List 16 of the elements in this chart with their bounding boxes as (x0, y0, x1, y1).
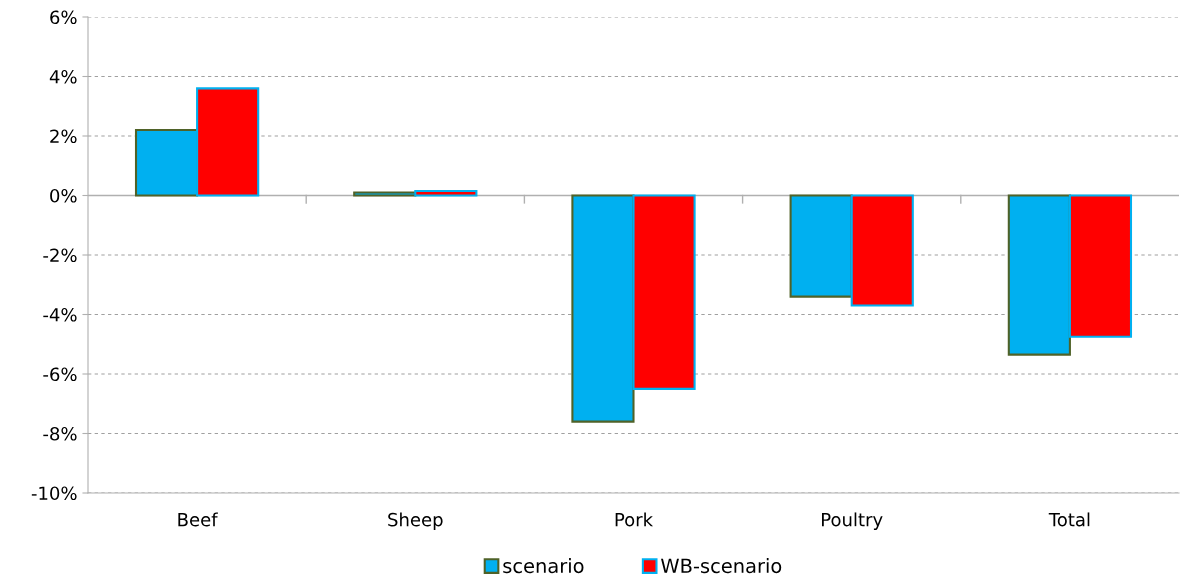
y-tick-label: -10% (31, 486, 77, 501)
y-tick-label: -8% (43, 426, 77, 441)
x-tick-label: Pork (615, 512, 654, 527)
x-tick-label: Sheep (388, 512, 443, 530)
y-tick-label: -4% (43, 307, 77, 322)
y-tick-label: -6% (43, 367, 77, 382)
y-tick-label: -2% (43, 248, 77, 263)
y-tick-label: 6% (50, 10, 77, 25)
legend-label: scenario (503, 558, 584, 574)
x-tick-label: Total (1048, 512, 1090, 527)
legend-label: WB-scenario (661, 558, 782, 574)
y-tick-label: 2% (50, 129, 77, 144)
x-tick-label: Beef (178, 512, 218, 527)
y-tick-label: 4% (49, 69, 77, 84)
y-tick-label: 0% (50, 188, 77, 203)
x-tick-label: Poultry (822, 512, 883, 530)
